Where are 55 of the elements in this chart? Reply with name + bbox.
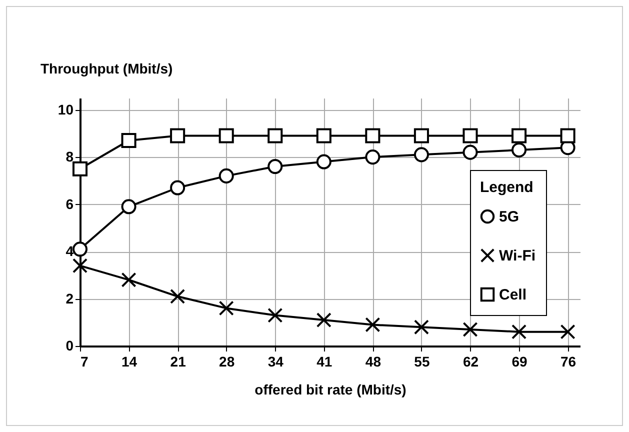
- point: [512, 142, 527, 158]
- point: [268, 158, 283, 174]
- point: [462, 144, 478, 160]
- point: [72, 242, 88, 257]
- point: [414, 147, 429, 162]
- point: [560, 128, 576, 144]
- point: [218, 300, 234, 316]
- x-tick-label: 55: [414, 354, 430, 370]
- point: [268, 308, 283, 323]
- point: [72, 161, 88, 176]
- x-tick-label: 34: [268, 354, 284, 370]
- x-tick-label: 69: [512, 354, 528, 370]
- point: [414, 128, 429, 144]
- point: [512, 128, 527, 144]
- x-axis-title: offered bit rate (Mbit/s): [254, 382, 406, 398]
- point: [365, 317, 380, 332]
- point: [316, 128, 332, 144]
- x-tick-label: 41: [316, 354, 332, 370]
- point: [316, 154, 332, 170]
- point: [218, 128, 234, 144]
- point: [462, 322, 478, 337]
- y-axis-title: Throughput (Mbit/s): [40, 60, 173, 76]
- point: [365, 128, 380, 144]
- point: [316, 312, 332, 328]
- x-tick-label: 48: [365, 354, 382, 370]
- y-tick-label: 2: [66, 290, 74, 306]
- x-tick-label: 62: [462, 354, 479, 370]
- x-tick-label: 7: [80, 354, 88, 370]
- legend-label: Wi-Fi: [499, 248, 536, 264]
- x-tick-label: 21: [170, 354, 186, 370]
- point: [268, 128, 283, 144]
- point: [170, 288, 186, 304]
- point: [218, 168, 234, 184]
- y-tick-label: 6: [66, 196, 74, 212]
- point: [121, 199, 136, 214]
- x-tick-label: 14: [121, 354, 138, 370]
- x-tick-label: 76: [560, 354, 576, 370]
- x-tick-label: 28: [219, 354, 235, 370]
- legend-title: Legend: [480, 179, 534, 196]
- y-tick-label: 4: [66, 243, 74, 260]
- point: [365, 150, 380, 165]
- point: [121, 132, 136, 148]
- point: [170, 128, 186, 144]
- point: [560, 324, 576, 340]
- legend-label: Cell: [499, 286, 527, 304]
- y-tick-label: 8: [66, 148, 74, 165]
- y-tick-label: 10: [58, 101, 74, 118]
- point: [414, 320, 429, 335]
- point: [170, 180, 186, 196]
- legend-label: 5G: [499, 208, 520, 226]
- point: [72, 258, 88, 274]
- y-tick-label: 0: [66, 338, 74, 354]
- point: [512, 324, 527, 340]
- point: [462, 128, 478, 144]
- point: [121, 272, 136, 288]
